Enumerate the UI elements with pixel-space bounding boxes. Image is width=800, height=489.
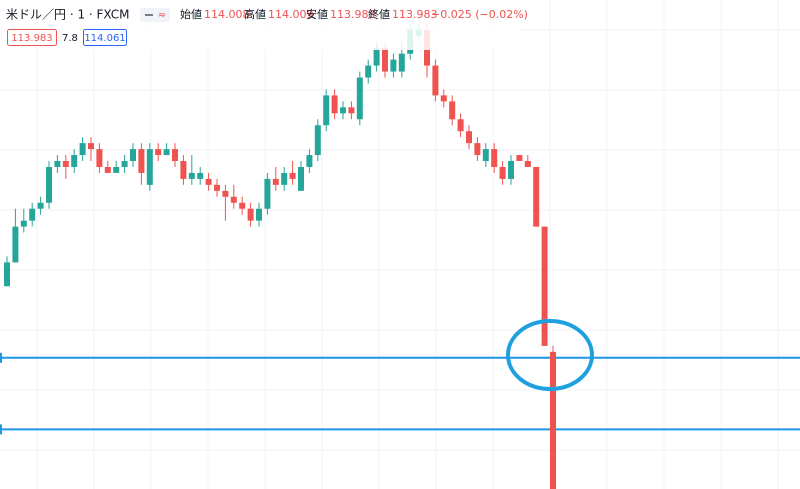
icon: ≈ xyxy=(158,10,166,21)
close-label: 終値 xyxy=(368,7,390,21)
candle-body xyxy=(71,155,78,167)
candle-body xyxy=(155,149,162,156)
bid-tag[interactable] xyxy=(7,29,57,46)
candle-body xyxy=(449,101,456,120)
candle-body xyxy=(508,161,514,179)
candle-body xyxy=(524,161,531,167)
candle-body xyxy=(382,47,388,72)
candle-body xyxy=(432,65,439,96)
candle-body xyxy=(331,95,338,114)
candle-body xyxy=(113,166,120,173)
change-value: −0.025 (−0.02%) xyxy=(431,8,528,21)
low-label: 安値 xyxy=(306,7,328,21)
candle-body xyxy=(298,166,304,191)
candle-body xyxy=(306,155,313,167)
candle-body xyxy=(79,143,86,156)
candle-body xyxy=(314,125,321,156)
candle-body xyxy=(440,95,447,102)
candle-body xyxy=(533,166,540,227)
candle-body xyxy=(188,172,195,179)
candle-body xyxy=(289,172,296,179)
status-badge xyxy=(140,8,170,22)
candle-body xyxy=(323,95,330,126)
candle-body xyxy=(398,53,405,72)
ohlc-legend: 始値 114.008 高値 114.009 安値 113.983 終値 113.… xyxy=(180,7,528,21)
candle-body xyxy=(482,149,489,162)
candle-body xyxy=(340,107,346,114)
candle-body xyxy=(130,149,136,162)
candle-body xyxy=(491,149,498,167)
candle-body xyxy=(390,59,397,72)
candle-body xyxy=(62,161,69,167)
candle-body xyxy=(197,172,204,179)
open-label: 始値 xyxy=(180,7,202,21)
candle-body xyxy=(88,143,94,150)
ask-price: 114.061 xyxy=(84,33,125,44)
plot xyxy=(0,23,800,489)
candle-body xyxy=(365,65,372,78)
candle-body xyxy=(356,77,363,120)
candle-body xyxy=(37,202,44,209)
candle-body xyxy=(272,178,279,185)
candle-body xyxy=(205,178,212,185)
highlight-circle xyxy=(506,319,594,391)
high-label: 高値 xyxy=(244,7,266,21)
candle-body xyxy=(239,202,246,209)
candle-body xyxy=(541,226,548,346)
candle-body xyxy=(373,47,380,66)
icon xyxy=(145,14,153,16)
candle-body xyxy=(214,184,220,191)
candle-body xyxy=(172,149,178,162)
candle-body xyxy=(29,208,36,221)
open-value: 114.008 xyxy=(204,8,250,21)
candle-body xyxy=(138,149,145,173)
ask-tag[interactable] xyxy=(83,29,127,46)
candle-body xyxy=(104,166,111,173)
candle-body xyxy=(474,143,481,156)
candle-body xyxy=(247,208,254,221)
candle-body xyxy=(20,220,27,227)
candle-body xyxy=(96,149,103,167)
close-value: 113.983 xyxy=(392,8,438,21)
bid-price: 113.983 xyxy=(11,33,52,44)
low-value: 113.983 xyxy=(330,8,376,21)
candle-body xyxy=(54,161,61,167)
candle-body xyxy=(264,178,271,209)
candle-body xyxy=(256,208,262,221)
candle-body xyxy=(457,119,464,132)
candle-body xyxy=(281,172,288,185)
candle-body xyxy=(348,107,355,114)
candle-body xyxy=(163,149,170,156)
candle-body xyxy=(466,131,472,144)
candle-body xyxy=(230,196,237,203)
candle-body xyxy=(222,190,229,197)
candle-body xyxy=(499,166,506,179)
candle-body xyxy=(180,161,187,179)
candle-body xyxy=(146,149,153,185)
spread: 7.8 xyxy=(62,33,78,44)
candle-body xyxy=(516,155,523,162)
candle-body xyxy=(121,161,128,167)
candle-body xyxy=(46,166,52,203)
candle-body xyxy=(12,226,19,263)
candle-body xyxy=(4,262,10,287)
candle-body xyxy=(550,351,556,489)
high-value: 114.009 xyxy=(268,8,314,21)
symbol: 米ドル／円 · 1 · FXCM xyxy=(6,8,130,22)
